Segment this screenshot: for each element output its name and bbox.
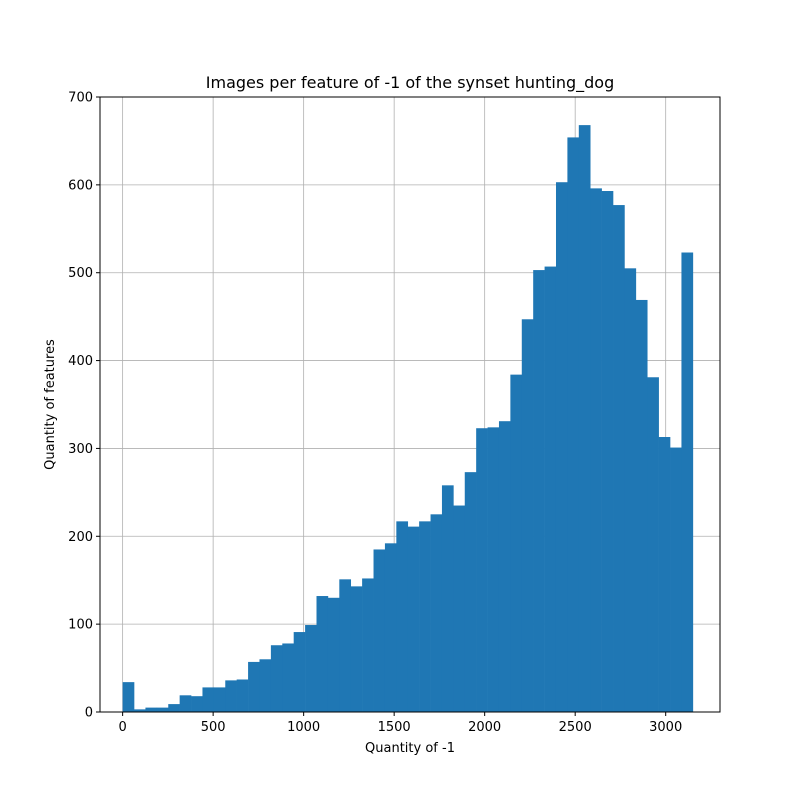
y-tick-label: 600 bbox=[68, 178, 93, 193]
histogram-bar bbox=[202, 687, 215, 712]
histogram-bar bbox=[590, 188, 602, 712]
histogram-bar bbox=[578, 125, 591, 713]
histogram-bar bbox=[498, 421, 511, 712]
histogram-bar bbox=[350, 586, 363, 712]
histogram-bar bbox=[339, 579, 352, 712]
y-tick-label: 100 bbox=[68, 618, 93, 633]
histogram-bar bbox=[635, 299, 648, 712]
y-tick-label: 700 bbox=[68, 91, 93, 106]
histogram-bar bbox=[567, 137, 580, 712]
x-tick-label: 3000 bbox=[649, 720, 682, 735]
histogram-bar bbox=[464, 472, 477, 712]
histogram-bar bbox=[555, 182, 568, 712]
histogram-bar bbox=[362, 578, 374, 712]
histogram-bar bbox=[441, 485, 454, 712]
histogram-bar bbox=[670, 447, 682, 712]
histogram-bar bbox=[476, 428, 488, 712]
y-tick-label: 500 bbox=[68, 266, 93, 281]
histogram-bar bbox=[681, 252, 694, 712]
histogram-bar bbox=[601, 191, 614, 712]
histogram-bar bbox=[510, 374, 523, 712]
histogram-bar bbox=[373, 549, 386, 712]
histogram-bar bbox=[647, 377, 659, 712]
histogram-bar bbox=[521, 319, 534, 712]
histogram-bar bbox=[282, 643, 294, 712]
x-tick-label: 2500 bbox=[559, 720, 592, 735]
histogram-bar bbox=[384, 543, 397, 712]
histogram-bar bbox=[658, 437, 671, 712]
histogram-bar bbox=[168, 704, 180, 712]
y-tick-label: 300 bbox=[68, 442, 93, 457]
histogram-bar bbox=[407, 526, 420, 712]
x-tick-label: 2000 bbox=[468, 720, 501, 735]
x-tick-label: 1000 bbox=[287, 720, 320, 735]
y-tick-label: 200 bbox=[68, 530, 93, 545]
histogram-bar bbox=[156, 707, 169, 712]
histogram-bar bbox=[248, 661, 260, 712]
ticks: 0 500 1000 1500 2000 2500 3000 0 100 200 300 400 500… bbox=[68, 91, 682, 736]
x-axis-label: Quantity of -1 bbox=[365, 741, 455, 756]
histogram-bar bbox=[236, 679, 249, 712]
histogram-bar bbox=[453, 505, 466, 712]
histogram-bar bbox=[327, 597, 340, 712]
x-tick-label: 0 bbox=[118, 720, 126, 735]
histogram-bar bbox=[430, 514, 443, 712]
plot-frame bbox=[99, 96, 721, 713]
x-tick-label: 500 bbox=[201, 720, 226, 735]
chart-title: Images per feature of -1 of the synset h… bbox=[206, 73, 614, 93]
histogram-bar bbox=[179, 695, 192, 712]
histogram-bar bbox=[544, 266, 557, 712]
histogram-bar bbox=[613, 205, 625, 713]
histogram-bar bbox=[316, 596, 329, 712]
histogram-bar bbox=[487, 427, 500, 712]
histogram-bar bbox=[533, 270, 545, 712]
histogram-bar bbox=[270, 645, 283, 712]
histogram-bar bbox=[134, 709, 146, 712]
histogram-bar bbox=[396, 521, 409, 712]
histogram-bar bbox=[305, 625, 317, 712]
histogram-bar bbox=[213, 687, 226, 712]
x-tick-label: 1500 bbox=[378, 720, 411, 735]
histogram-bar bbox=[225, 680, 237, 712]
histogram-bar bbox=[145, 707, 158, 712]
y-tick-label: 0 bbox=[85, 706, 93, 721]
histogram-bar bbox=[624, 268, 637, 712]
histogram-bar bbox=[122, 682, 135, 712]
y-tick-label: 400 bbox=[68, 354, 93, 369]
histogram-bar bbox=[191, 696, 203, 712]
histogram-bar bbox=[293, 632, 306, 712]
y-axis-label: Quantity of features bbox=[43, 339, 58, 470]
histogram-bar bbox=[259, 659, 272, 712]
bars bbox=[122, 125, 694, 713]
histogram-bar bbox=[419, 521, 431, 712]
